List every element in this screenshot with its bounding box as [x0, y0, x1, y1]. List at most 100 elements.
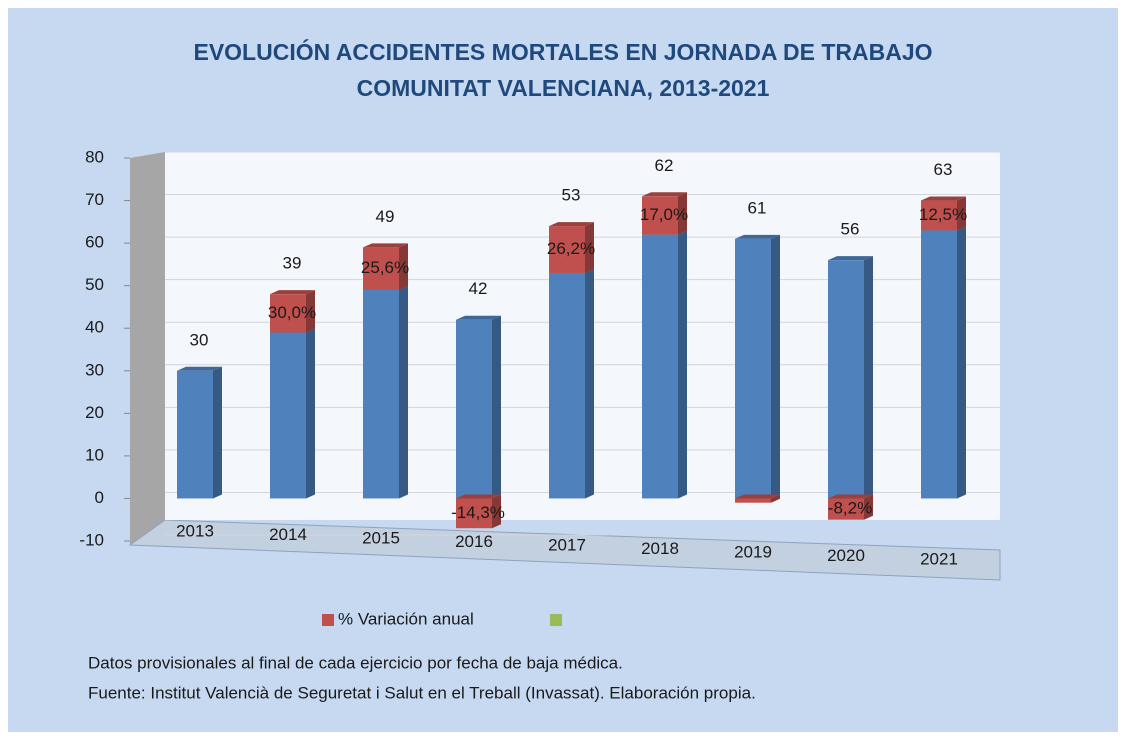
x-tick-label: 2019 [734, 542, 772, 561]
legend-label: % Variación anual [338, 609, 474, 628]
bar-top [642, 192, 687, 197]
data-label: 30 [190, 330, 209, 349]
bar [921, 196, 966, 231]
bar-side [213, 366, 222, 499]
note: Datos provisionales al final de cada eje… [88, 653, 623, 672]
data-label: 26,2% [547, 239, 595, 258]
x-tick-label: 2014 [269, 525, 307, 544]
y-tick-label: 10 [85, 445, 104, 464]
bar [828, 494, 873, 520]
bar-front [549, 226, 585, 273]
bar-top [735, 234, 780, 239]
legend-swatch [550, 614, 562, 626]
data-label: 42 [469, 279, 488, 298]
y-tick-label: 20 [85, 403, 104, 422]
data-label: 25,6% [361, 258, 409, 277]
bar [456, 315, 501, 499]
bar [270, 290, 315, 333]
bar [642, 230, 687, 499]
bar-top [549, 222, 594, 227]
data-label: 61 [748, 198, 767, 217]
bar-front [363, 289, 399, 499]
data-label: 30,0% [268, 303, 316, 322]
data-label: 63 [934, 160, 953, 179]
bar-top [363, 243, 408, 248]
bar-front [735, 498, 771, 503]
data-label: 53 [562, 186, 581, 205]
bar [921, 226, 966, 499]
bar-top [921, 196, 966, 201]
x-tick-label: 2016 [455, 532, 493, 551]
bar-front [177, 370, 213, 499]
bar-front [270, 294, 306, 333]
bar-front [270, 332, 306, 499]
bar-top [735, 494, 780, 499]
data-label: -8,2% [828, 499, 872, 518]
y-tick-label: 50 [85, 275, 104, 294]
x-tick-label: 2015 [362, 528, 400, 547]
bar-side [492, 494, 501, 529]
bar-side [771, 234, 780, 499]
bar-side [957, 196, 966, 231]
bar-side [771, 494, 780, 503]
y-tick-label: 80 [85, 147, 104, 166]
bar [363, 285, 408, 499]
bar-top [456, 494, 501, 499]
chart-title: EVOLUCIÓN ACCIDENTES MORTALES EN JORNADA… [193, 38, 932, 65]
bar-side [492, 315, 501, 499]
note: Fuente: Institut Valencià de Seguretat i… [88, 683, 756, 702]
x-tick-label: 2017 [548, 535, 586, 554]
bar [363, 243, 408, 290]
bar-side [585, 268, 594, 499]
bar-side [678, 192, 687, 235]
bar-top [456, 315, 501, 320]
bar-side [399, 285, 408, 499]
legend-swatch [322, 614, 334, 626]
data-label: 62 [655, 156, 674, 175]
bar-front [456, 498, 492, 529]
bar-front [456, 319, 492, 499]
data-label: 39 [283, 254, 302, 273]
bar-side [864, 256, 873, 499]
bar-side [306, 328, 315, 499]
y-tick-label: -10 [79, 530, 104, 549]
bar [828, 256, 873, 499]
bar-side [399, 243, 408, 290]
bar-front [642, 234, 678, 499]
chart-subtitle: COMUNITAT VALENCIANA, 2013-2021 [357, 75, 770, 101]
y-tick-label: 0 [95, 488, 104, 507]
data-label: 17,0% [640, 205, 688, 224]
bar [456, 494, 501, 529]
bar-top [828, 494, 873, 499]
x-tick-label: 2021 [920, 549, 958, 568]
y-tick-label: 30 [85, 360, 104, 379]
bar-side [678, 230, 687, 499]
bar-front [549, 272, 585, 499]
bar-front [735, 238, 771, 499]
bar-top [828, 256, 873, 261]
bar-top [177, 366, 222, 371]
bar [549, 268, 594, 499]
bar-side [306, 290, 315, 333]
x-tick-label: 2013 [176, 521, 214, 540]
y-tick-label: 40 [85, 318, 104, 337]
x-tick-label: 2020 [827, 546, 865, 565]
bar-front [921, 200, 957, 231]
bar-side [957, 226, 966, 499]
bar [270, 328, 315, 499]
data-label: 49 [376, 207, 395, 226]
bar [177, 366, 222, 499]
y-tick-label: 60 [85, 233, 104, 252]
bar-front [642, 196, 678, 235]
bar-top [270, 290, 315, 295]
bar [735, 494, 780, 503]
bar-front [828, 260, 864, 499]
x-tick-label: 2018 [641, 539, 679, 558]
bar [642, 192, 687, 235]
bar [549, 222, 594, 273]
y-tick-label: 70 [85, 190, 104, 209]
bar-front [363, 247, 399, 290]
bar [735, 234, 780, 499]
bar-front [921, 230, 957, 499]
